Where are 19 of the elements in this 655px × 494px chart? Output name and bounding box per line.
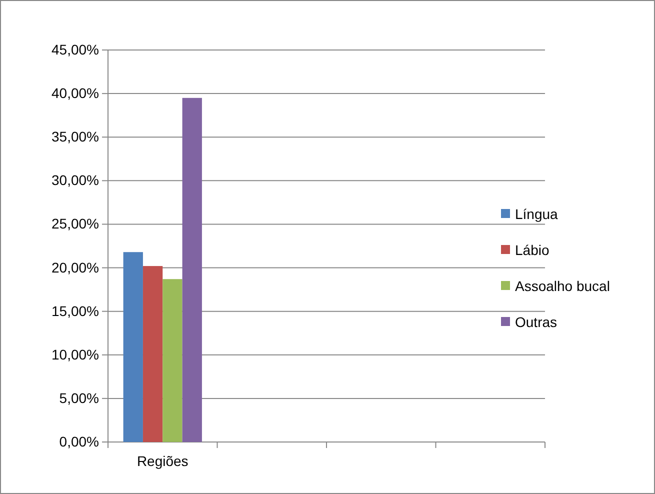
legend-label: Língua [515,206,558,222]
y-tick-label: 15,00% [52,302,99,319]
y-tick-label: 45,00% [52,41,99,58]
y-tick-label: 5,00% [59,390,99,406]
legend-label: Assoalho bucal [515,278,610,294]
bar [123,252,143,442]
bar [142,266,163,442]
y-tick-label: 0,00% [59,433,99,450]
bar [162,279,182,442]
y-tick-label: 40,00% [52,85,99,102]
y-tick-label: 20,00% [52,259,99,276]
bar [182,98,202,442]
y-tick-label: 35,00% [52,128,99,145]
y-tick-label: 10,00% [52,346,99,362]
x-tick-label: Regiões [136,452,188,469]
y-tick-label: 25,00% [52,216,99,232]
legend-label: Lábio [515,242,550,258]
legend-label: Outras [515,314,558,330]
y-tick-label: 30,00% [52,172,99,188]
